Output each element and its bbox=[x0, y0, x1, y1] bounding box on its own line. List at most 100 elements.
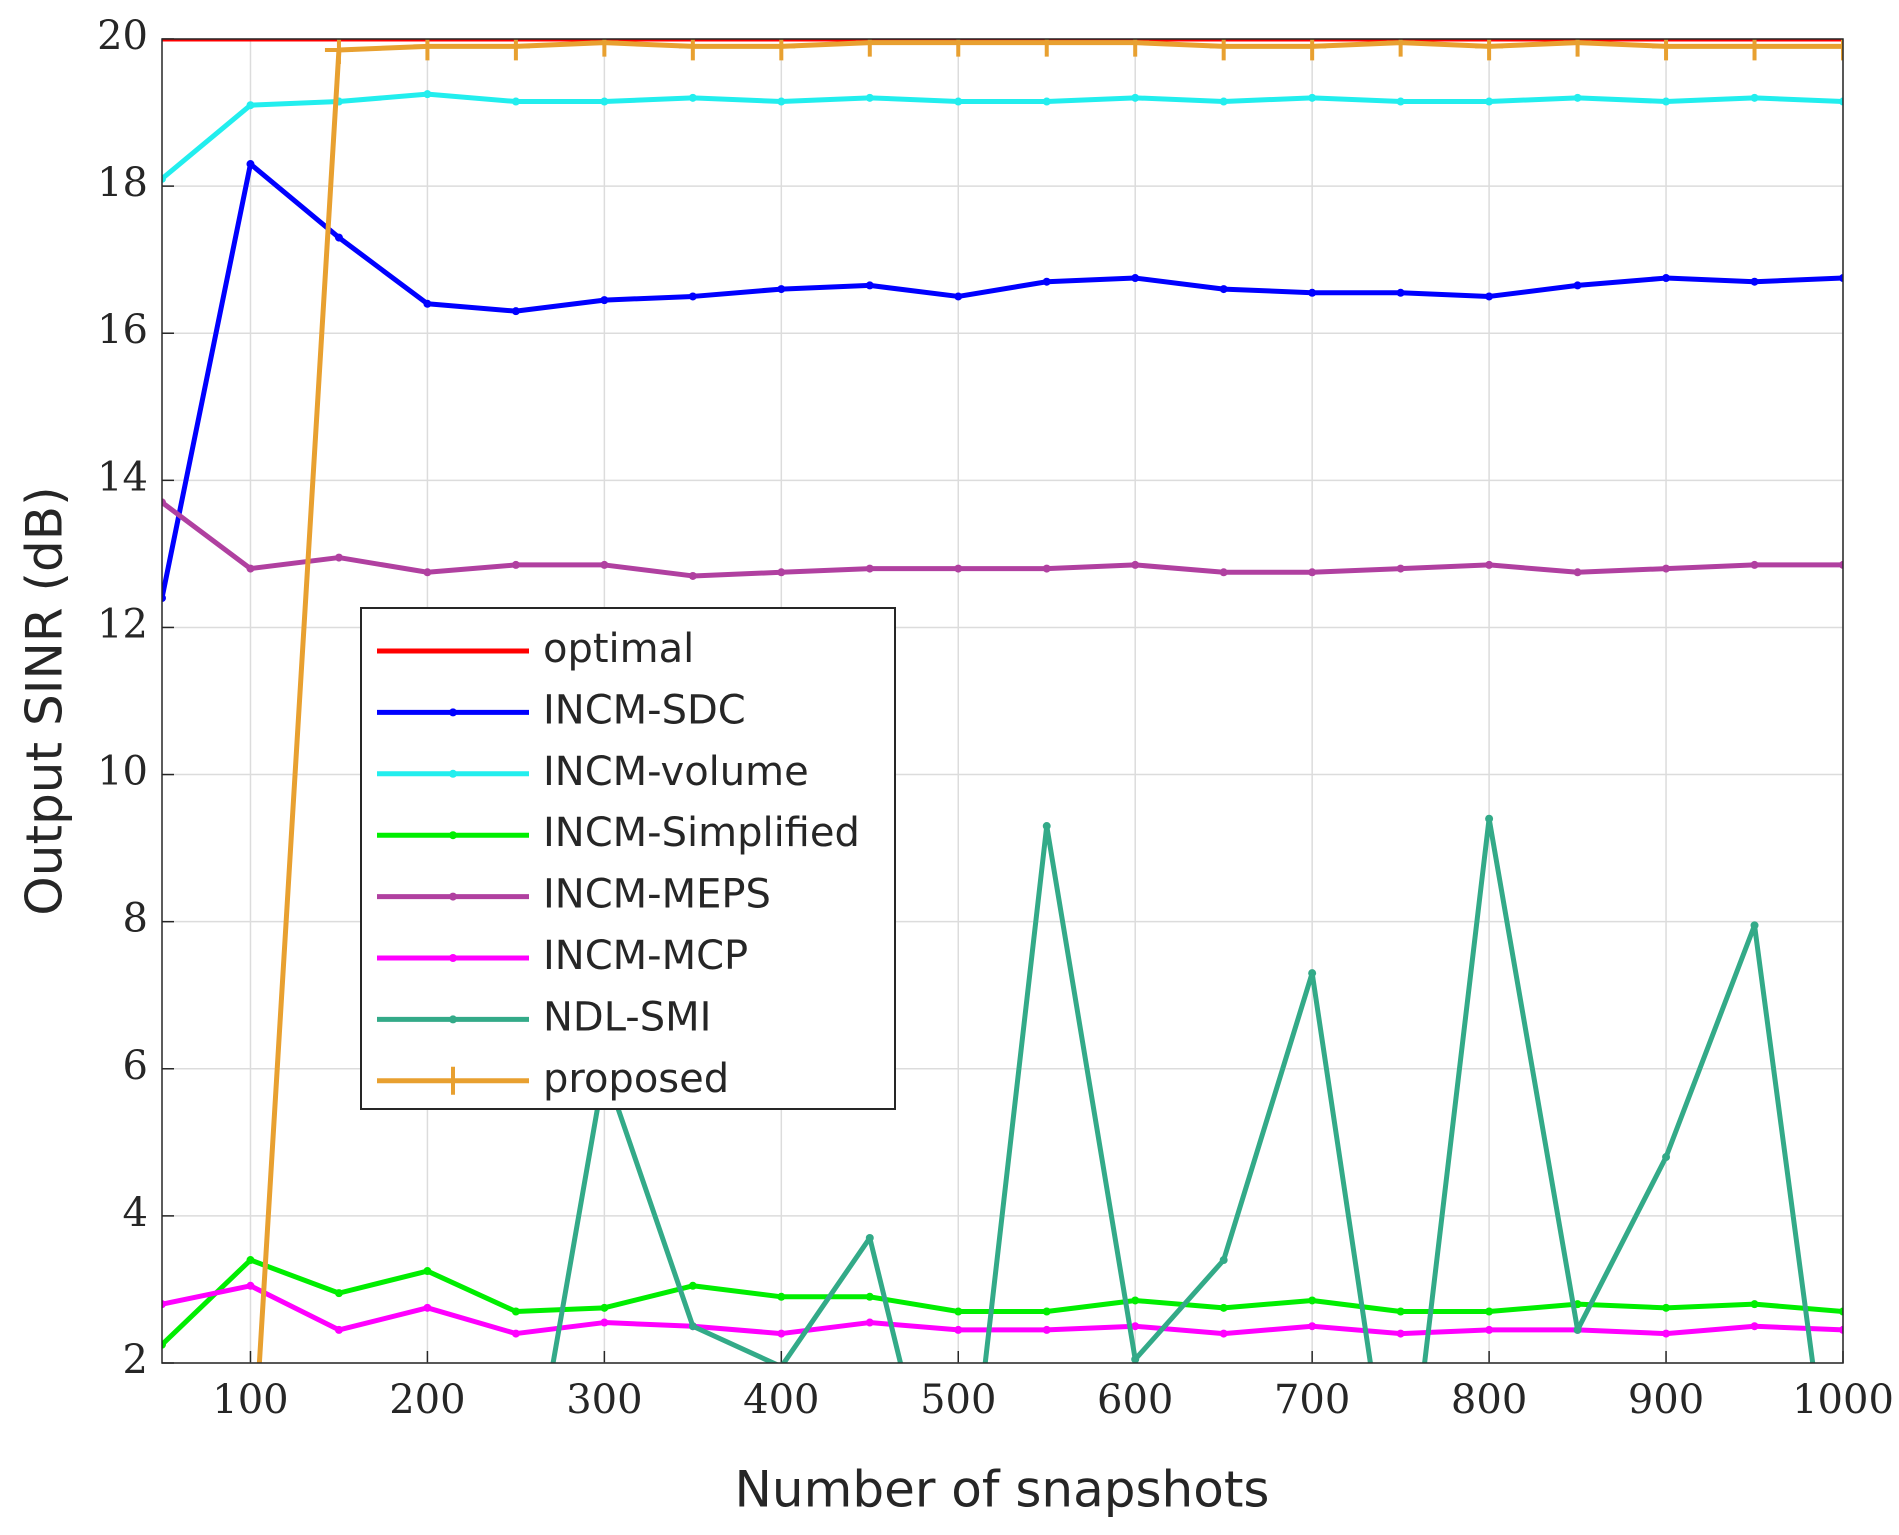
data-point bbox=[1131, 274, 1140, 283]
data-point bbox=[1750, 93, 1759, 102]
y-tick-label: 8 bbox=[123, 896, 148, 942]
data-point bbox=[777, 568, 786, 577]
x-tick-label: 800 bbox=[1451, 1377, 1527, 1423]
data-point bbox=[600, 560, 609, 569]
legend-label: INCM-SDC bbox=[543, 687, 746, 733]
data-point bbox=[954, 564, 963, 573]
data-point bbox=[1573, 568, 1582, 577]
legend-marker bbox=[449, 892, 457, 901]
data-point bbox=[855, 39, 884, 57]
data-point bbox=[1662, 274, 1671, 283]
data-point bbox=[767, 39, 796, 61]
data-point bbox=[511, 307, 520, 316]
data-point bbox=[334, 1289, 343, 1298]
data-point bbox=[1131, 1322, 1140, 1331]
y-tick-label: 6 bbox=[123, 1043, 148, 1089]
data-point bbox=[423, 90, 432, 99]
data-point bbox=[1740, 39, 1769, 61]
data-point bbox=[334, 233, 343, 242]
data-point bbox=[1219, 1256, 1228, 1265]
data-point bbox=[162, 1300, 166, 1309]
data-point bbox=[1750, 921, 1759, 930]
data-point bbox=[1308, 93, 1317, 102]
data-point bbox=[1485, 1325, 1494, 1334]
data-point bbox=[1396, 564, 1405, 573]
data-point bbox=[1298, 39, 1327, 61]
series-line bbox=[162, 1283, 1843, 1337]
data-point bbox=[1662, 1329, 1671, 1338]
data-point bbox=[511, 97, 520, 106]
data-point bbox=[324, 39, 353, 65]
data-point bbox=[511, 1307, 520, 1316]
data-point bbox=[1652, 39, 1681, 61]
series-line bbox=[550, 816, 1816, 1363]
data-point bbox=[600, 97, 609, 106]
data-point bbox=[1219, 568, 1228, 577]
y-tick-label: 10 bbox=[97, 749, 148, 795]
data-point bbox=[1209, 39, 1238, 61]
data-point bbox=[423, 1267, 432, 1276]
data-point bbox=[1563, 39, 1592, 57]
data-point bbox=[688, 1281, 697, 1290]
data-point bbox=[779, 1362, 783, 1363]
y-tick-label: 12 bbox=[97, 601, 148, 647]
x-axis-label: Number of snapshots bbox=[735, 1461, 1270, 1519]
data-point bbox=[246, 1256, 255, 1265]
data-point bbox=[1839, 274, 1843, 283]
data-point bbox=[1485, 560, 1494, 569]
series-line bbox=[162, 1257, 1843, 1347]
x-tick-label: 1000 bbox=[1792, 1377, 1894, 1423]
data-point bbox=[1839, 1307, 1843, 1316]
legend-label: INCM-MEPS bbox=[543, 872, 771, 918]
data-point bbox=[162, 174, 166, 183]
legend-box bbox=[360, 607, 896, 1110]
series-line bbox=[162, 500, 1843, 579]
data-point bbox=[1131, 1355, 1140, 1363]
data-point bbox=[1475, 39, 1504, 61]
data-point bbox=[162, 1340, 166, 1349]
x-tick-label: 300 bbox=[566, 1377, 642, 1423]
data-point bbox=[688, 1322, 697, 1331]
legend-label: NDL-SMI bbox=[543, 994, 711, 1040]
data-point bbox=[600, 296, 609, 305]
data-point bbox=[600, 1318, 609, 1327]
data-point bbox=[1573, 93, 1582, 102]
data-point bbox=[865, 564, 874, 573]
data-point bbox=[777, 97, 786, 106]
data-point bbox=[1042, 277, 1051, 286]
data-point bbox=[1308, 568, 1317, 577]
plot-area bbox=[162, 39, 1843, 1363]
data-point bbox=[688, 93, 697, 102]
data-point bbox=[1573, 1325, 1582, 1334]
legend-label: proposed bbox=[543, 1056, 729, 1102]
data-point bbox=[865, 93, 874, 102]
data-point bbox=[1750, 277, 1759, 286]
data-point bbox=[1219, 1329, 1228, 1338]
data-point bbox=[865, 281, 874, 290]
data-point bbox=[1032, 39, 1061, 57]
data-point bbox=[1042, 1307, 1051, 1316]
data-point bbox=[865, 1233, 874, 1242]
legend-label: INCM-Simplified bbox=[543, 810, 860, 856]
data-point bbox=[590, 39, 619, 57]
x-tick-label: 200 bbox=[389, 1377, 465, 1423]
data-point bbox=[1131, 560, 1140, 569]
data-point bbox=[1042, 564, 1051, 573]
data-point bbox=[1219, 97, 1228, 106]
data-point bbox=[954, 1325, 963, 1334]
x-tick-label: 500 bbox=[920, 1377, 996, 1423]
data-point bbox=[1308, 1296, 1317, 1305]
legend-marker bbox=[449, 769, 457, 778]
data-point bbox=[1386, 39, 1415, 57]
data-point bbox=[777, 1292, 786, 1301]
y-tick-label: 20 bbox=[97, 13, 148, 59]
data-point bbox=[1042, 97, 1051, 106]
data-point bbox=[501, 39, 530, 61]
y-tick-label: 18 bbox=[97, 160, 148, 206]
data-point bbox=[954, 292, 963, 301]
data-point bbox=[1396, 97, 1405, 106]
data-point bbox=[1308, 969, 1317, 978]
data-point bbox=[334, 553, 343, 562]
data-point bbox=[1839, 97, 1843, 106]
x-tick-label: 600 bbox=[1097, 1377, 1173, 1423]
